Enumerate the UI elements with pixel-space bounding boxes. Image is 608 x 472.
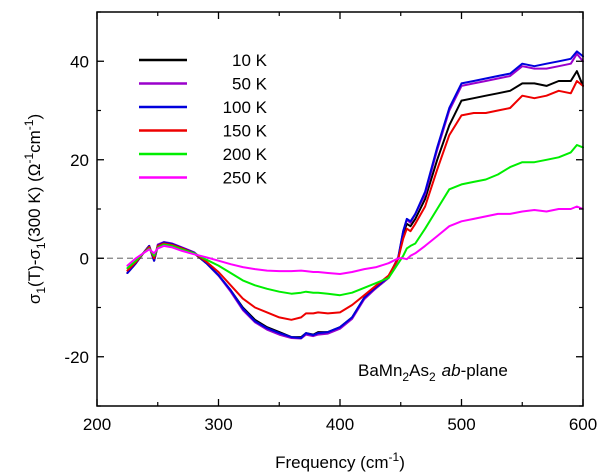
series-line-250-k xyxy=(126,205,584,275)
legend-label: 50 K xyxy=(232,75,268,94)
x-tick-label: 500 xyxy=(447,415,475,434)
annotation-plane-italic: ab xyxy=(442,361,461,380)
ticks-layer: 200 300 400 500 600 -20 0 20 40 xyxy=(64,11,597,434)
x-axis-title: Frequency (cm-1) xyxy=(275,450,405,472)
y-axis-title: σ1(T)-σ1(300 K) (Ω-1cm-1) xyxy=(22,114,48,304)
y-tick-label: 40 xyxy=(70,52,89,71)
x-tick-label: 200 xyxy=(83,415,111,434)
y-tick-label: 20 xyxy=(70,151,89,170)
legend-label: 250 K xyxy=(223,169,268,188)
legend-label: 200 K xyxy=(223,145,268,164)
x-axis-title-sup: -1 xyxy=(389,450,400,464)
legend-label: 150 K xyxy=(223,122,268,141)
annotation-plane-suffix: -plane xyxy=(461,361,508,380)
legend-label: 100 K xyxy=(223,98,268,117)
series-layer xyxy=(126,50,584,340)
legend-label: 10 K xyxy=(232,51,268,70)
material-annotation: BaMn2As2 ab-plane xyxy=(358,361,508,384)
x-tick-label: 400 xyxy=(326,415,354,434)
x-axis-title-prefix: Frequency (cm xyxy=(275,453,388,472)
legend: 10 K 50 K 100 K 150 K 200 K 250 K xyxy=(139,51,268,188)
x-axis-title-suffix: ) xyxy=(399,453,405,472)
series-line-200-k xyxy=(126,144,584,297)
x-tick-label: 300 xyxy=(204,415,232,434)
x-tick-label: 600 xyxy=(569,415,597,434)
y-tick-label: 0 xyxy=(80,249,89,268)
y-tick-label: -20 xyxy=(64,348,89,367)
